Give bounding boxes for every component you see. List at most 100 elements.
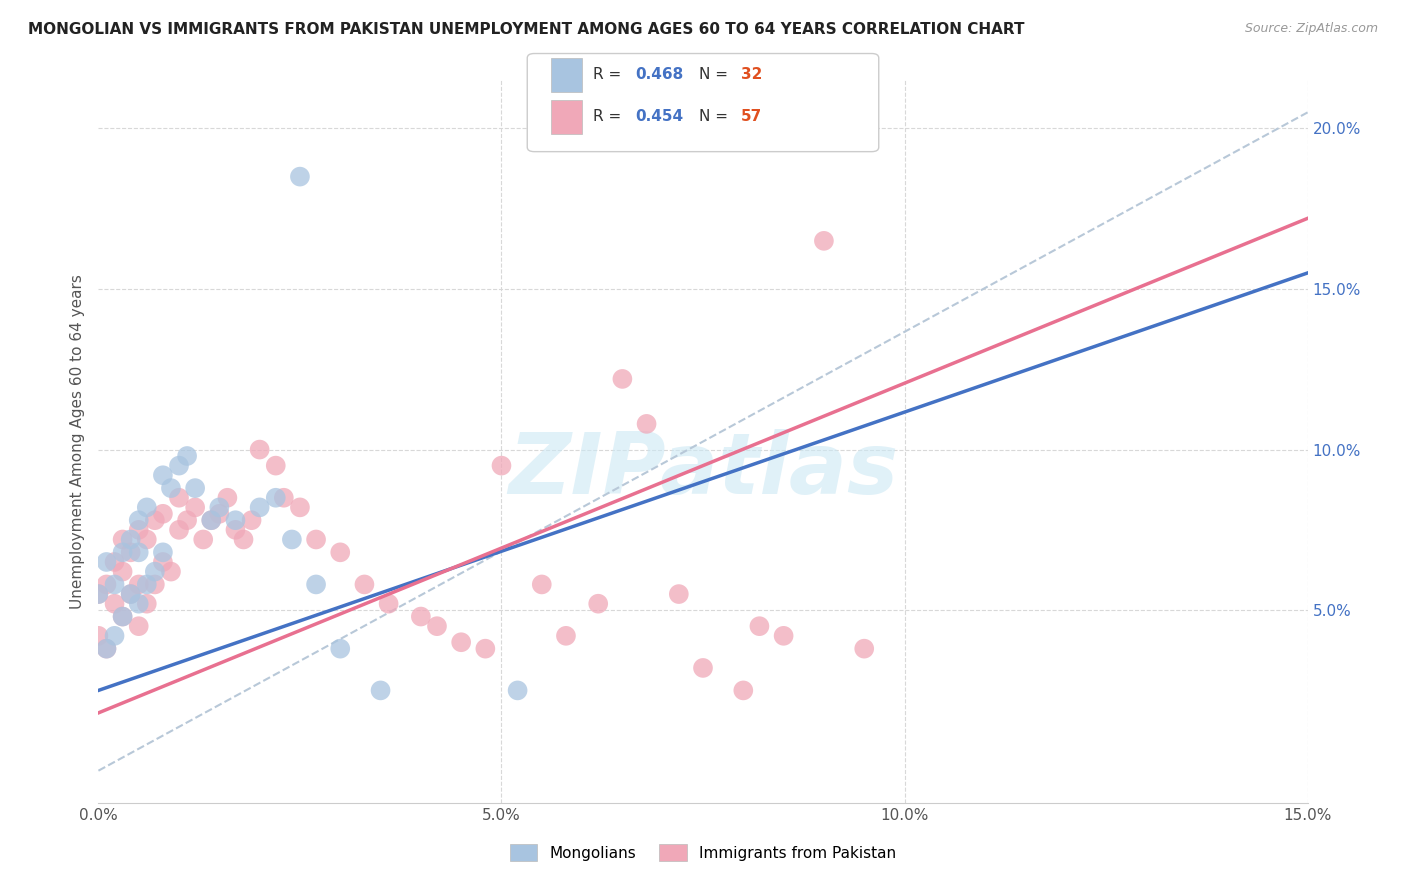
Y-axis label: Unemployment Among Ages 60 to 64 years: Unemployment Among Ages 60 to 64 years	[69, 274, 84, 609]
Point	[353, 577, 375, 591]
Point	[409, 609, 432, 624]
Point	[200, 513, 222, 527]
Point	[474, 641, 496, 656]
Point	[208, 500, 231, 515]
Point	[96, 641, 118, 656]
Point	[249, 500, 271, 515]
Point	[167, 491, 190, 505]
Text: ZIPatlas: ZIPatlas	[508, 429, 898, 512]
Point	[152, 507, 174, 521]
Point	[264, 458, 287, 473]
Point	[813, 234, 835, 248]
Point	[281, 533, 304, 547]
Point	[111, 545, 134, 559]
Point	[135, 597, 157, 611]
Point	[305, 577, 328, 591]
Point	[264, 491, 287, 505]
Point	[224, 513, 246, 527]
Text: N =: N =	[699, 68, 733, 82]
Point	[329, 641, 352, 656]
Point	[555, 629, 578, 643]
Point	[120, 533, 142, 547]
Point	[249, 442, 271, 457]
Point	[217, 491, 239, 505]
Point	[128, 523, 150, 537]
Point	[103, 597, 125, 611]
Point	[128, 597, 150, 611]
Text: MONGOLIAN VS IMMIGRANTS FROM PAKISTAN UNEMPLOYMENT AMONG AGES 60 TO 64 YEARS COR: MONGOLIAN VS IMMIGRANTS FROM PAKISTAN UN…	[28, 22, 1025, 37]
Point	[111, 609, 134, 624]
Point	[176, 449, 198, 463]
Point	[748, 619, 770, 633]
Point	[224, 523, 246, 537]
Point	[160, 481, 183, 495]
Point	[288, 500, 311, 515]
Point	[288, 169, 311, 184]
Point	[208, 507, 231, 521]
Point	[152, 545, 174, 559]
Point	[586, 597, 609, 611]
Text: R =: R =	[593, 110, 627, 124]
Point	[152, 468, 174, 483]
Point	[111, 609, 134, 624]
Text: Source: ZipAtlas.com: Source: ZipAtlas.com	[1244, 22, 1378, 36]
Point	[103, 577, 125, 591]
Point	[167, 458, 190, 473]
Point	[692, 661, 714, 675]
Point	[143, 577, 166, 591]
Point	[193, 533, 215, 547]
Point	[184, 500, 207, 515]
Point	[668, 587, 690, 601]
Point	[273, 491, 295, 505]
Point	[120, 587, 142, 601]
Point	[96, 641, 118, 656]
Point	[96, 577, 118, 591]
Point	[128, 577, 150, 591]
Point	[184, 481, 207, 495]
Point	[111, 565, 134, 579]
Point	[87, 587, 110, 601]
Point	[135, 500, 157, 515]
Text: 0.468: 0.468	[636, 68, 683, 82]
Point	[167, 523, 190, 537]
Point	[128, 619, 150, 633]
Point	[128, 513, 150, 527]
Point	[103, 629, 125, 643]
Point	[305, 533, 328, 547]
Point	[636, 417, 658, 431]
Point	[160, 565, 183, 579]
Point	[772, 629, 794, 643]
Point	[120, 587, 142, 601]
Point	[111, 533, 134, 547]
Point	[135, 577, 157, 591]
Point	[87, 629, 110, 643]
Point	[370, 683, 392, 698]
Point	[128, 545, 150, 559]
Point	[152, 555, 174, 569]
Point	[491, 458, 513, 473]
Text: 0.454: 0.454	[636, 110, 683, 124]
Point	[143, 565, 166, 579]
Text: 32: 32	[741, 68, 762, 82]
Point	[176, 513, 198, 527]
Point	[143, 513, 166, 527]
Legend: Mongolians, Immigrants from Pakistan: Mongolians, Immigrants from Pakistan	[503, 838, 903, 867]
Point	[103, 555, 125, 569]
Point	[853, 641, 876, 656]
Point	[329, 545, 352, 559]
Point	[612, 372, 634, 386]
Point	[87, 587, 110, 601]
Point	[120, 545, 142, 559]
Point	[232, 533, 254, 547]
Point	[450, 635, 472, 649]
Text: N =: N =	[699, 110, 733, 124]
Point	[96, 555, 118, 569]
Point	[733, 683, 755, 698]
Point	[377, 597, 399, 611]
Text: 57: 57	[741, 110, 762, 124]
Text: R =: R =	[593, 68, 627, 82]
Point	[426, 619, 449, 633]
Point	[240, 513, 263, 527]
Point	[530, 577, 553, 591]
Point	[506, 683, 529, 698]
